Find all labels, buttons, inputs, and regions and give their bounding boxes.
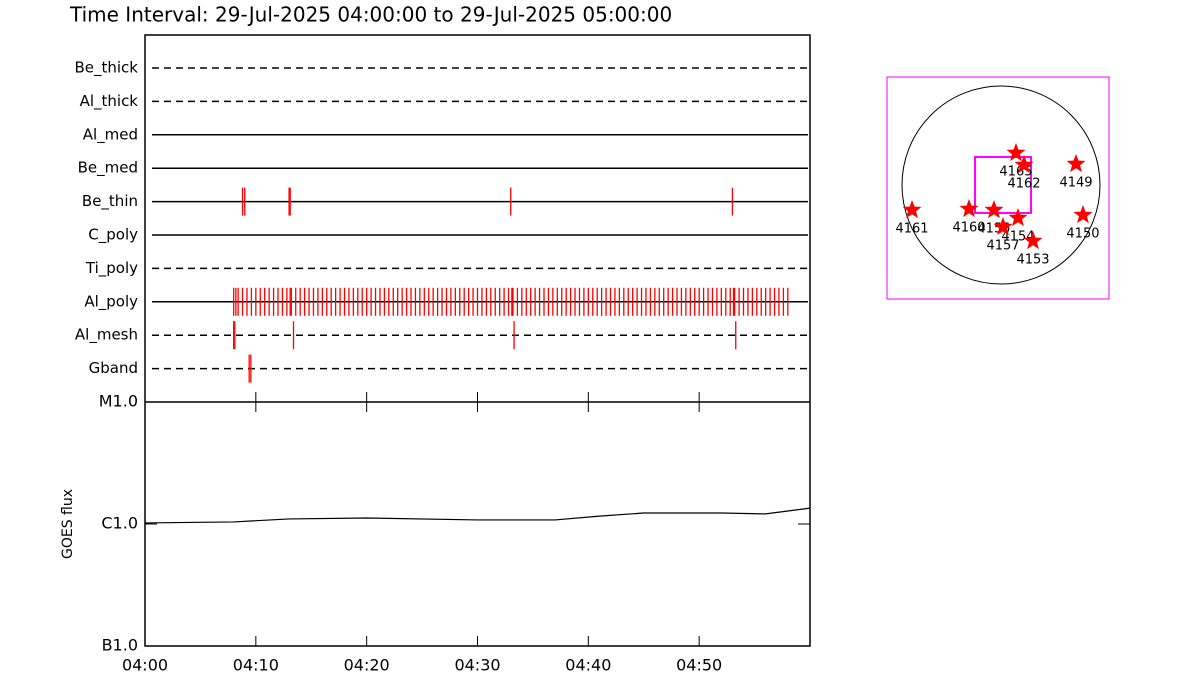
region-star bbox=[1006, 143, 1026, 162]
row-label: Al_med bbox=[83, 125, 138, 144]
row-label: Al_poly bbox=[84, 292, 138, 311]
region-label: 4157 bbox=[986, 238, 1019, 253]
row-label: Gband bbox=[89, 359, 138, 377]
region-star bbox=[1023, 231, 1043, 250]
x-tick-label: 04:00 bbox=[122, 656, 168, 675]
region-label: 4150 bbox=[1066, 227, 1099, 242]
y-tick-label: M1.0 bbox=[99, 392, 138, 411]
solar-disk bbox=[901, 85, 1101, 285]
title: Time Interval: 29-Jul-2025 04:00:00 to 2… bbox=[69, 3, 672, 27]
y-tick-label: B1.0 bbox=[102, 636, 138, 655]
region-star bbox=[1008, 208, 1028, 227]
map-frame bbox=[886, 76, 1110, 300]
row-label: Al_mesh bbox=[75, 326, 138, 345]
x-tick-label: 04:50 bbox=[676, 656, 722, 675]
row-label: Ti_poly bbox=[85, 259, 138, 278]
row-label: C_poly bbox=[88, 226, 138, 245]
region-label: 4161 bbox=[895, 221, 928, 236]
y-axis-label: GOES flux bbox=[60, 489, 76, 559]
x-tick-label: 04:40 bbox=[565, 656, 611, 675]
region-label: 4149 bbox=[1059, 175, 1092, 190]
region-label: 4162 bbox=[1007, 176, 1040, 191]
x-tick-label: 04:10 bbox=[233, 656, 279, 675]
row-label: Be_thick bbox=[74, 59, 138, 78]
x-tick-label: 04:30 bbox=[454, 656, 500, 675]
x-tick-label: 04:20 bbox=[344, 656, 390, 675]
region-label: 4153 bbox=[1016, 252, 1049, 267]
region-label: 4160 bbox=[952, 220, 985, 235]
row-label: Be_med bbox=[78, 159, 138, 178]
region-star bbox=[993, 217, 1013, 235]
region-star bbox=[1014, 155, 1034, 174]
row-label: Al_thick bbox=[80, 92, 139, 111]
y-tick-label: C1.0 bbox=[101, 514, 138, 533]
row-label: Be_thin bbox=[82, 192, 138, 211]
region-star bbox=[984, 200, 1004, 219]
region-star bbox=[1066, 154, 1086, 173]
region-label: 4154 bbox=[1001, 229, 1034, 244]
goes-curve bbox=[144, 507, 811, 524]
region-star bbox=[959, 199, 979, 218]
region-star bbox=[1073, 205, 1093, 224]
fov-box bbox=[974, 155, 1033, 214]
timeline-frame bbox=[144, 34, 811, 647]
region-star bbox=[902, 200, 922, 219]
